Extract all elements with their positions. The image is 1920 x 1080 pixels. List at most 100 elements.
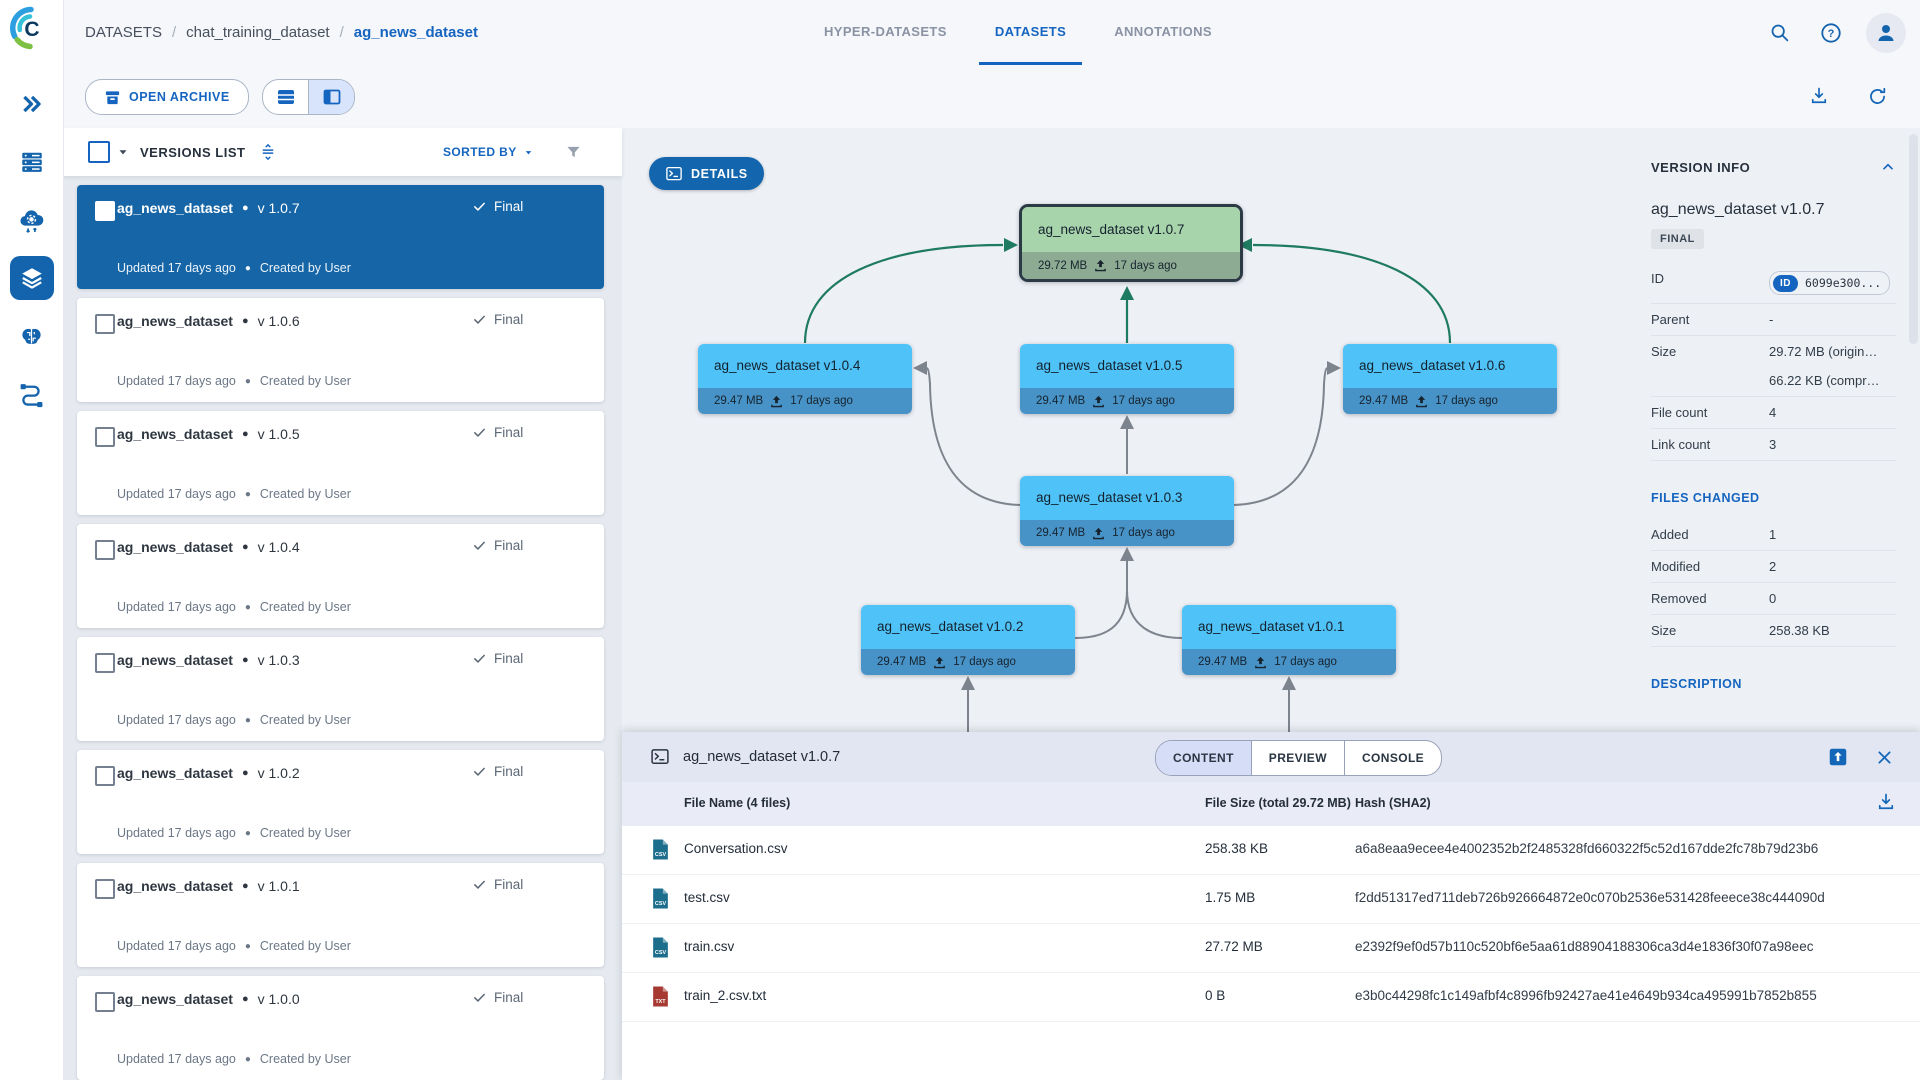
version-list-item[interactable]: ag_news_dataset●v 1.0.0FinalUpdated 17 d… xyxy=(77,976,604,1080)
breadcrumb-separator: / xyxy=(340,24,344,41)
graph-node[interactable]: ag_news_dataset v1.0.629.47 MB17 days ag… xyxy=(1343,344,1557,414)
terminal-icon xyxy=(665,165,683,183)
filter-button[interactable] xyxy=(565,144,582,161)
sidebar-item-datasets[interactable] xyxy=(10,256,54,300)
version-list-item[interactable]: ag_news_dataset●v 1.0.4FinalUpdated 17 d… xyxy=(77,524,604,628)
graph-node[interactable]: ag_news_dataset v1.0.529.47 MB17 days ag… xyxy=(1020,344,1234,414)
info-row: Removed0 xyxy=(1651,583,1896,615)
final-status-label: Final xyxy=(494,877,523,892)
info-row: Size258.38 KB xyxy=(1651,615,1896,647)
clearml-datasets-page: { "colors": { "accent": "#1565c0", "icon… xyxy=(0,0,1920,1080)
version-list-item[interactable]: ag_news_dataset●v 1.0.5FinalUpdated 17 d… xyxy=(77,411,604,515)
clearml-logo-icon[interactable]: C xyxy=(9,6,53,50)
tab-annotations[interactable]: ANNOTATIONS xyxy=(1098,0,1228,65)
node-label: ag_news_dataset v1.0.4 xyxy=(698,344,912,388)
file-table-row[interactable]: CSVtest.csv1.75 MBf2dd51317ed711deb726b9… xyxy=(622,875,1920,924)
sorted-by-dropdown[interactable]: SORTED BY xyxy=(443,145,534,159)
upload-icon xyxy=(1254,656,1267,669)
graph-node[interactable]: ag_news_dataset v1.0.329.47 MB17 days ag… xyxy=(1020,476,1234,546)
collapse-rows-icon[interactable] xyxy=(259,143,277,161)
info-value-text: 3 xyxy=(1769,437,1896,452)
file-table-row[interactable]: TXTtrain_2.csv.txt0 Be3b0c44298fc1c149af… xyxy=(622,973,1920,1022)
select-all-checkbox[interactable] xyxy=(88,141,110,163)
file-table-header: File Name (4 files) File Size (total 29.… xyxy=(622,782,1920,826)
sidebar-item-expand[interactable] xyxy=(10,82,54,126)
info-row-value: 1 xyxy=(1769,527,1896,542)
node-meta: 29.47 MB17 days ago xyxy=(1020,388,1234,414)
vertical-scrollbar[interactable] xyxy=(1909,134,1918,344)
node-meta: 29.72 MB17 days ago xyxy=(1022,252,1240,279)
version-item-meta: Updated 17 days ago●Created by User xyxy=(117,600,351,614)
chevron-up-icon[interactable] xyxy=(1880,159,1896,175)
info-row-label: Size xyxy=(1651,344,1769,359)
file-table-row[interactable]: CSVtrain.csv27.72 MBe2392f9ef0d57b110c52… xyxy=(622,924,1920,973)
sidebar-item-hyper-datasets[interactable] xyxy=(10,198,54,242)
version-list-item[interactable]: ag_news_dataset●v 1.0.7FinalUpdated 17 d… xyxy=(77,185,604,289)
graph-node[interactable]: ag_news_dataset v1.0.429.47 MB17 days ag… xyxy=(698,344,912,414)
help-button[interactable]: ? xyxy=(1814,16,1848,50)
file-panel-tab-console[interactable]: CONSOLE xyxy=(1344,741,1441,775)
version-checkbox[interactable] xyxy=(95,314,115,334)
node-size: 29.47 MB xyxy=(1036,395,1085,407)
file-panel-dataset-title: ag_news_dataset v1.0.7 xyxy=(683,749,840,765)
open-archive-button[interactable]: OPEN ARCHIVE xyxy=(85,79,249,115)
version-list-item[interactable]: ag_news_dataset●v 1.0.6FinalUpdated 17 d… xyxy=(77,298,604,402)
file-panel-tab-preview[interactable]: PREVIEW xyxy=(1251,741,1344,775)
version-checkbox[interactable] xyxy=(95,879,115,899)
brain-icon xyxy=(18,323,45,350)
svg-text:CSV: CSV xyxy=(655,950,667,956)
tab-hyper-datasets[interactable]: HYPER-DATASETS xyxy=(808,0,963,65)
sidebar-item-models[interactable] xyxy=(10,314,54,358)
version-item-title: ag_news_dataset●v 1.0.6 xyxy=(117,313,300,329)
version-list-item[interactable]: ag_news_dataset●v 1.0.1FinalUpdated 17 d… xyxy=(77,863,604,967)
version-checkbox[interactable] xyxy=(95,427,115,447)
sorted-by-label: SORTED BY xyxy=(443,145,517,159)
close-panel-button[interactable] xyxy=(1875,748,1894,767)
expand-panel-button[interactable] xyxy=(1827,746,1849,768)
node-size: 29.47 MB xyxy=(877,656,926,668)
user-avatar[interactable] xyxy=(1866,13,1906,53)
search-button[interactable] xyxy=(1762,16,1796,50)
created-by-text: Created by User xyxy=(260,713,351,727)
version-number: v 1.0.2 xyxy=(258,765,300,781)
version-checkbox[interactable] xyxy=(95,992,115,1012)
select-menu-caret-icon[interactable] xyxy=(116,145,130,159)
file-table-row[interactable]: CSVConversation.csv258.38 KBa6a8eaa9ecee… xyxy=(622,826,1920,875)
file-table-body: CSVConversation.csv258.38 KBa6a8eaa9ecee… xyxy=(622,826,1920,1022)
split-view-button[interactable] xyxy=(308,80,354,114)
version-list-item[interactable]: ag_news_dataset●v 1.0.3FinalUpdated 17 d… xyxy=(77,637,604,741)
file-panel-tab-content[interactable]: CONTENT xyxy=(1156,741,1251,775)
version-checkbox[interactable] xyxy=(95,766,115,786)
sidebar-item-projects[interactable] xyxy=(10,140,54,184)
version-checkbox[interactable] xyxy=(95,540,115,560)
info-row-label: ID xyxy=(1651,271,1769,286)
graph-node[interactable]: ag_news_dataset v1.0.129.47 MB17 days ag… xyxy=(1182,605,1396,675)
download-files-button[interactable] xyxy=(1876,792,1896,812)
download-button[interactable] xyxy=(1802,79,1836,113)
final-status-badge: FINAL xyxy=(1651,229,1704,249)
refresh-button[interactable] xyxy=(1860,79,1894,113)
breadcrumb-item[interactable]: ag_news_dataset xyxy=(354,24,478,41)
breadcrumb-item[interactable]: DATASETS xyxy=(85,24,162,41)
caret-down-icon xyxy=(523,147,534,158)
csv-file-icon: CSV xyxy=(652,839,669,860)
toolbar-right-actions xyxy=(1802,79,1894,113)
details-button[interactable]: DETAILS xyxy=(649,157,764,190)
id-value: 6099e300... xyxy=(1805,276,1881,290)
dataset-name: ag_news_dataset xyxy=(117,539,233,555)
table-view-button[interactable] xyxy=(263,80,308,114)
id-pill[interactable]: ID6099e300... xyxy=(1769,271,1890,295)
sidebar-item-pipelines[interactable] xyxy=(10,372,54,416)
dot-separator: ● xyxy=(245,941,251,952)
file-size: 0 B xyxy=(1205,988,1225,1003)
view-mode-toggle xyxy=(262,79,355,115)
breadcrumb-item[interactable]: chat_training_dataset xyxy=(186,24,329,41)
version-list-item[interactable]: ag_news_dataset●v 1.0.2FinalUpdated 17 d… xyxy=(77,750,604,854)
dot-separator: ● xyxy=(242,880,249,892)
version-checkbox[interactable] xyxy=(95,653,115,673)
graph-node[interactable]: ag_news_dataset v1.0.729.72 MB17 days ag… xyxy=(1019,204,1243,282)
created-by-text: Created by User xyxy=(260,939,351,953)
graph-node[interactable]: ag_news_dataset v1.0.229.47 MB17 days ag… xyxy=(861,605,1075,675)
version-checkbox[interactable] xyxy=(95,201,115,221)
tab-datasets[interactable]: DATASETS xyxy=(979,0,1082,65)
